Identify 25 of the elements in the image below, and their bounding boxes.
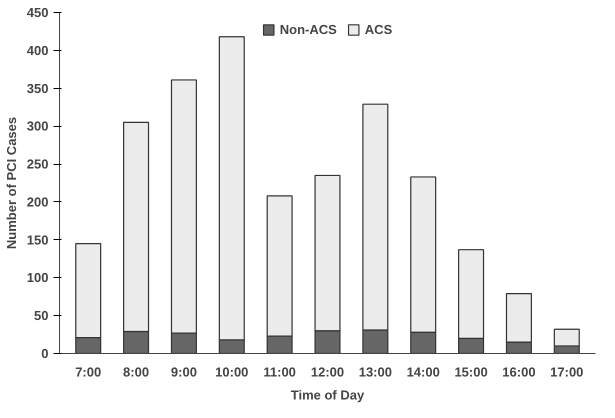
y-tick-label: 300 [26, 118, 49, 134]
y-tick-label: 0 [41, 346, 49, 361]
x-tick-label: 7:00 [75, 364, 102, 380]
legend-label: ACS [364, 22, 392, 37]
y-tick-label: 450 [26, 5, 49, 20]
x-tick-label: 17:00 [550, 364, 584, 380]
x-tick-label: 12:00 [310, 364, 344, 380]
x-tick-label: 13:00 [358, 364, 392, 380]
x-tick-label: 14:00 [406, 364, 440, 380]
y-tick-label: 100 [26, 270, 49, 286]
y-tick-label: 400 [26, 42, 49, 58]
y-tick-label: 200 [26, 194, 49, 210]
y-axis-title: Number of PCI Cases [4, 116, 19, 250]
y-tick-label: 350 [26, 80, 49, 96]
x-tick-label: 8:00 [123, 364, 150, 380]
x-tick-label: 9:00 [170, 364, 197, 380]
x-tick-label: 10:00 [215, 364, 248, 380]
x-tick-label: 11:00 [263, 364, 296, 380]
y-tick-label: 150 [26, 232, 49, 248]
y-tick-label: 250 [26, 156, 49, 172]
legend-label: Non-ACS [280, 22, 337, 37]
x-tick-label: 16:00 [502, 364, 536, 380]
x-tick-label: 15:00 [454, 364, 488, 380]
x-axis-title: Time of Day [290, 388, 365, 402]
y-tick-label: 50 [34, 308, 49, 324]
